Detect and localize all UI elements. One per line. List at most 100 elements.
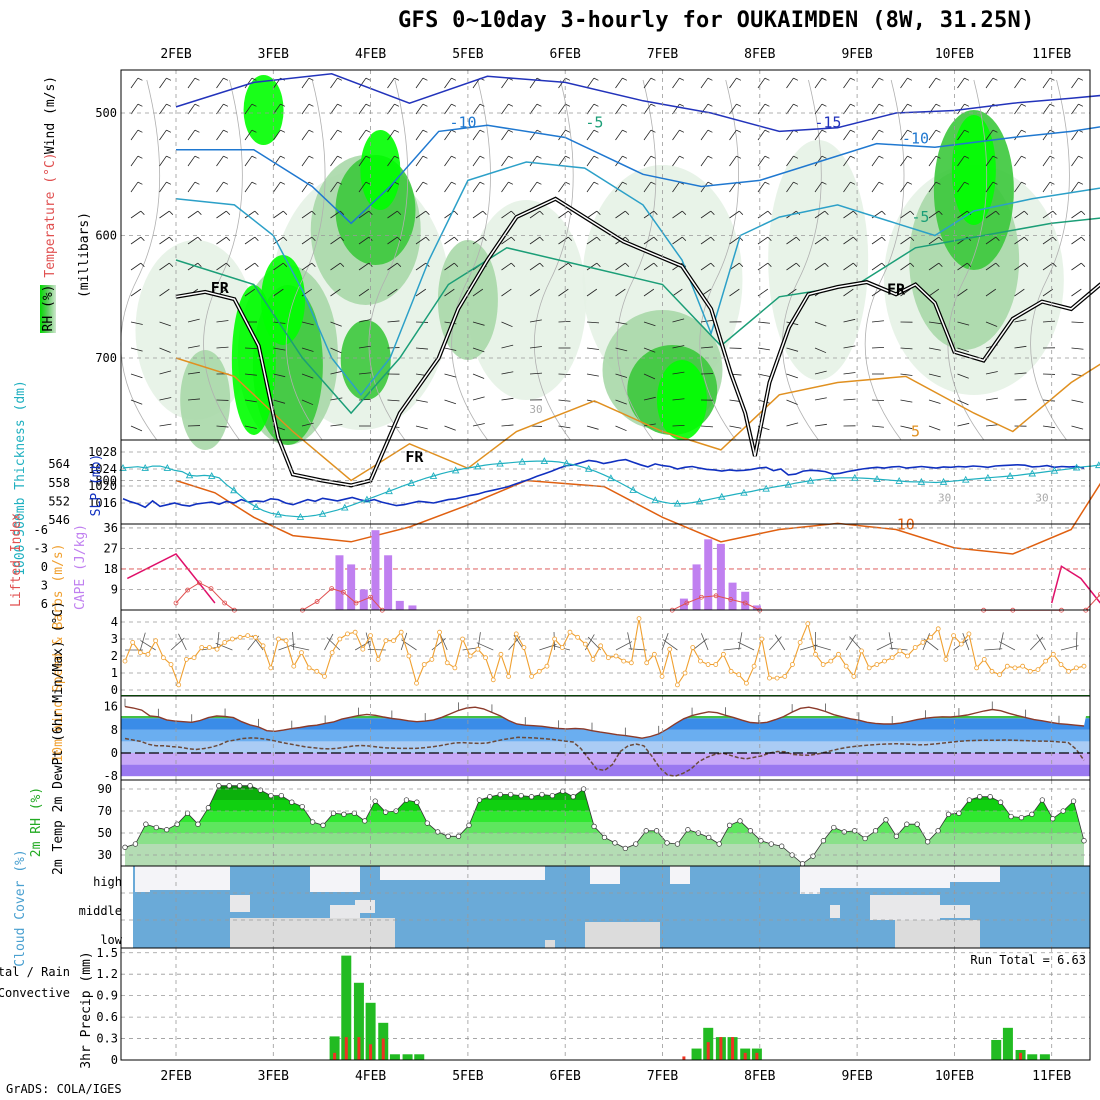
rh-marker (382, 809, 389, 815)
wind-barb (1042, 425, 1055, 429)
wind-barb (216, 210, 227, 219)
cape-tick-label: 9 (111, 582, 118, 596)
wind-barb-flag (881, 236, 886, 241)
wind-barb (1071, 399, 1084, 403)
wind-speed-marker (506, 674, 512, 679)
wind-barb-10m (769, 636, 782, 651)
wind-barb-flag (1021, 155, 1027, 159)
rh-marker (779, 843, 785, 849)
rh-tick-label: 50 (98, 826, 112, 840)
rh-marker (591, 823, 597, 830)
wind-barb-flag (511, 262, 516, 267)
cloud-middle-block (940, 905, 970, 918)
pressure-tick-label: 500 (95, 106, 117, 120)
wind-speed-marker (1081, 663, 1087, 669)
wind-barb (558, 399, 571, 402)
wind-barb (501, 181, 509, 193)
lifted-index-line (1085, 593, 1100, 611)
contour-label: 30 (1035, 491, 1048, 504)
wind-barb (159, 77, 167, 89)
wind-barb (757, 181, 766, 193)
wind-barb (957, 210, 968, 219)
wind-barb (586, 262, 598, 271)
wind-speed-marker (475, 646, 481, 652)
wind-barb-10m (278, 643, 296, 651)
wind-barb-flag (650, 77, 656, 81)
rh-marker (852, 828, 858, 834)
wind-barb-flag (280, 155, 286, 159)
wind-barb (501, 262, 512, 271)
wind-barb (244, 288, 256, 297)
contour-label: 30 (938, 491, 951, 504)
wind-barb-flag (793, 103, 799, 107)
wind-barb-flag (397, 236, 402, 241)
rh-contour (699, 79, 739, 441)
wind-barb (814, 181, 823, 193)
wind-barb-flag (137, 103, 143, 107)
cloud-high-block (950, 866, 1000, 882)
rh-marker (987, 794, 993, 800)
rh-marker (403, 797, 410, 803)
rh-shading (656, 360, 707, 440)
wind-barb (159, 423, 172, 427)
wind-barb-flag (308, 77, 314, 81)
wind-barb-10m (476, 642, 494, 651)
cape-bar (716, 543, 725, 610)
wind-barb (330, 347, 342, 354)
wind-barb-flag (365, 77, 371, 81)
wind-speed-marker (352, 629, 358, 635)
wind-barb-flag (280, 103, 286, 107)
wind-barb (900, 399, 913, 403)
rh-marker (132, 841, 139, 847)
wind-speed-marker (943, 657, 949, 662)
wind-barb (1014, 155, 1022, 167)
wind-barb-flag (140, 236, 145, 241)
wind-barb-flag (707, 181, 713, 185)
wind-barb-flag (1078, 155, 1084, 159)
wind-barb-10m (140, 640, 156, 651)
wind-barb (928, 399, 941, 404)
pressure-axis-label: (millibars) (77, 212, 92, 298)
wind-barb (501, 344, 514, 349)
wind-barb-flag (679, 129, 685, 133)
wind-barb (672, 236, 683, 245)
wind-speed-marker (345, 631, 350, 637)
wind-barb (415, 181, 424, 193)
wind-barb (786, 373, 798, 379)
cloud-high-block (820, 866, 950, 888)
wind-barb (159, 347, 171, 353)
wind-barb (757, 77, 766, 89)
wind-barb (558, 181, 566, 193)
wind-barb (301, 373, 314, 379)
wind-barb (415, 129, 424, 141)
wind-barb (928, 155, 937, 167)
wind-barb-flag (767, 236, 772, 241)
cloud-low-block (545, 940, 555, 948)
wind-barb (501, 424, 514, 427)
temperature-band (121, 741, 1090, 753)
wind-speed-marker (206, 645, 212, 650)
wind-barb (558, 103, 566, 115)
wind-speed-marker (191, 655, 197, 661)
wind-barb (444, 103, 452, 115)
wind-speed-marker (590, 657, 596, 662)
rh-marker (362, 818, 368, 824)
wind-barb-flag (767, 210, 772, 215)
lifted-index-marker (208, 586, 214, 591)
wind-barb (187, 236, 199, 245)
wind-speed-marker (137, 650, 143, 655)
wind-speed-marker (183, 657, 189, 662)
wind-barb-10m (923, 638, 939, 651)
rh-marker (164, 827, 170, 833)
wind-barb-flag (251, 103, 257, 107)
wind-barb (700, 425, 713, 428)
cloud-high-block (670, 866, 690, 884)
thickness-axis-label: 1000-500mb Thickness (dm) (13, 380, 28, 576)
thickness-marker (584, 464, 593, 472)
footer-credit: GrADS: COLA/IGES (6, 1082, 122, 1096)
wind-barb-flag (622, 181, 628, 185)
wind-barb (216, 129, 224, 141)
wind-speed-marker (636, 616, 642, 621)
wind-barb (301, 129, 310, 141)
wind-barb (672, 345, 685, 349)
